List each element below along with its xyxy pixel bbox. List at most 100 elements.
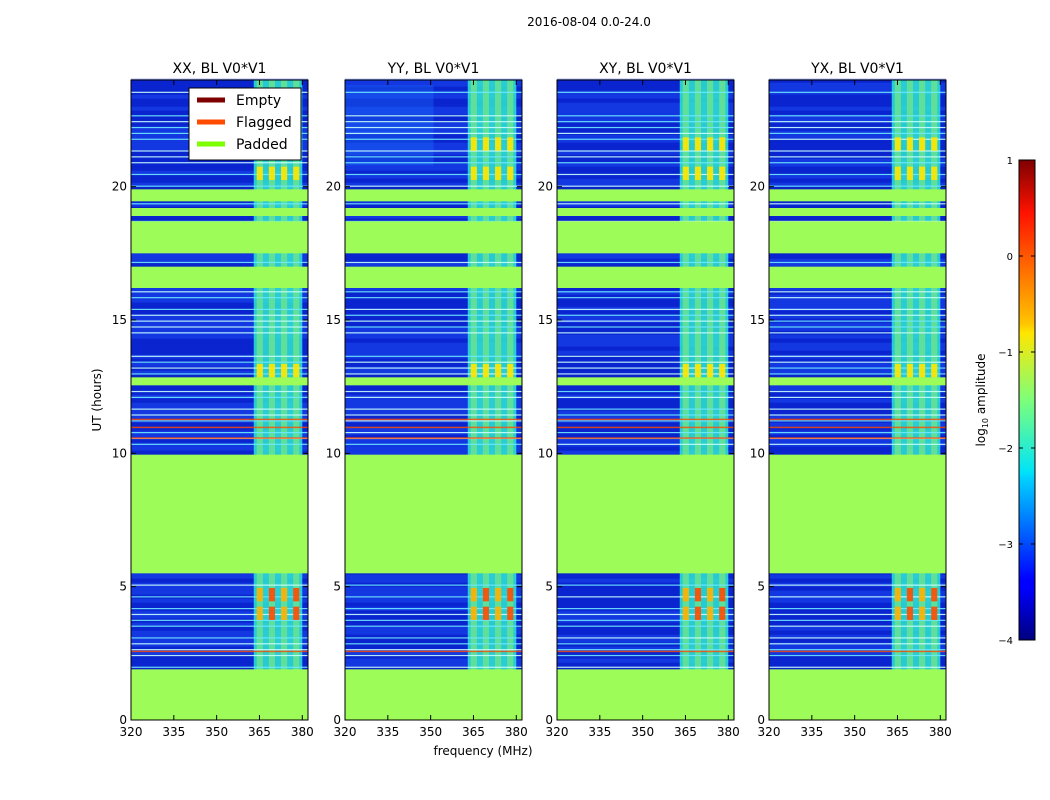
noise-row: [131, 290, 308, 295]
noise-row: [345, 338, 522, 343]
rfi-stripe: [345, 584, 522, 586]
rfi-column: [919, 80, 926, 720]
noise-row: [769, 438, 946, 443]
noise-row: [557, 126, 734, 131]
rfi-stripe: [557, 367, 734, 369]
bright-spot: [495, 588, 502, 602]
rfi-stripe: [345, 126, 522, 129]
y-tick-label: 20: [326, 180, 341, 194]
rfi-stripe: [345, 314, 522, 316]
noise-row: [131, 586, 308, 591]
noise-row: [769, 386, 946, 391]
rfi-stripe: [557, 637, 734, 639]
rfi-stripe: [769, 367, 946, 369]
rfi-stripe: [769, 320, 946, 322]
bright-spot: [894, 166, 901, 180]
rfi-stripe: [769, 150, 946, 152]
rfi-stripe: [345, 596, 522, 598]
padded-region: [769, 208, 946, 216]
bright-spot: [281, 166, 288, 180]
noise-row: [557, 342, 734, 347]
rfi-stripe: [131, 637, 308, 639]
noise-row: [131, 386, 308, 391]
rfi-stripe: [557, 373, 734, 375]
noise-row: [131, 342, 308, 347]
rfi-stripe: [131, 396, 308, 398]
noise-row: [345, 202, 522, 207]
noise-row: [769, 634, 946, 639]
bright-spot: [707, 588, 714, 602]
noise-row: [769, 358, 946, 363]
noise-row: [557, 602, 734, 607]
padded-region: [131, 669, 308, 720]
noise-row: [131, 614, 308, 619]
rfi-stripe: [769, 643, 946, 645]
bright-spot: [719, 606, 726, 620]
rfi-stripe: [557, 390, 734, 393]
noise-row: [345, 394, 522, 399]
noise-row: [345, 130, 522, 135]
noise-row: [345, 302, 522, 307]
rfi-stripe: [131, 608, 308, 610]
noise-row: [131, 294, 308, 299]
noise-row: [769, 122, 946, 127]
x-tick-label: 335: [800, 725, 823, 739]
noise-row: [131, 158, 308, 163]
noise-row: [557, 254, 734, 259]
panel-xy: XY, BL V0*V1 320 335 350 365 380 0 5 10 15 20: [538, 61, 740, 739]
rfi-stripe: [345, 654, 522, 657]
bright-spot: [507, 166, 514, 180]
noise-row: [557, 598, 734, 603]
noise-row: [345, 614, 522, 619]
rfi-stripe: [769, 654, 946, 657]
noise-row: [345, 646, 522, 651]
rfi-stripe: [345, 361, 522, 363]
colorbar-tick-label: −1: [998, 348, 1013, 359]
noise-row: [769, 86, 946, 91]
bright-spot: [268, 364, 276, 378]
bright-spot: [507, 137, 514, 151]
y-tick-label: 10: [750, 446, 765, 460]
bright-spot: [894, 606, 901, 620]
noise-row: [557, 290, 734, 295]
rfi-stripe: [557, 261, 734, 264]
legend-label-flagged: Flagged: [236, 115, 292, 131]
rfi-stripe: [557, 320, 734, 322]
noise-row: [131, 578, 308, 583]
padded-region: [557, 266, 734, 288]
bright-spot: [707, 137, 714, 151]
bright-spot: [906, 166, 914, 180]
noise-row: [769, 158, 946, 163]
bright-spot: [906, 364, 914, 378]
noise-row: [345, 446, 522, 451]
bright-spot: [694, 137, 702, 151]
rfi-stripe: [557, 420, 734, 422]
noise-row: [345, 298, 522, 303]
rfi-column: [482, 80, 490, 720]
noise-row: [131, 602, 308, 607]
noise-row: [769, 78, 946, 83]
colorbar-label-suffix: amplitude: [974, 354, 988, 418]
rfi-stripe: [557, 203, 734, 205]
noise-row: [557, 402, 734, 407]
noise-row: [557, 658, 734, 663]
noise-row: [345, 602, 522, 607]
noise-row: [131, 650, 308, 655]
rfi-stripe: [131, 173, 308, 176]
colorbar-tick-label: −2: [998, 444, 1013, 455]
noise-row: [131, 314, 308, 319]
rfi-stripe: [345, 367, 522, 369]
noise-row: [769, 394, 946, 399]
rfi-stripe: [557, 361, 734, 363]
rfi-stripe: [345, 432, 522, 434]
noise-row: [131, 258, 308, 263]
y-tick-label: 20: [538, 180, 553, 194]
bright-spot: [906, 137, 914, 151]
noise-row: [131, 654, 308, 659]
noise-row: [769, 350, 946, 355]
rfi-stripe: [557, 619, 734, 621]
rfi-stripe: [557, 126, 734, 129]
noise-row: [345, 610, 522, 615]
bright-spot: [495, 166, 502, 180]
flagged-line: [345, 426, 522, 429]
